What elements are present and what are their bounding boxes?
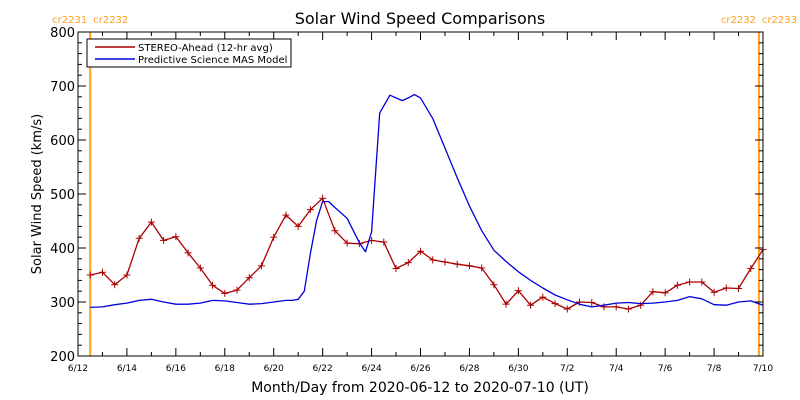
legend-label-stereo: STEREO-Ahead (12-hr avg)	[138, 43, 273, 54]
x-tick-label-10: 7/2	[560, 364, 574, 374]
x-tick-label-13: 7/8	[707, 364, 722, 374]
series-0-point-0	[86, 271, 94, 279]
series-line-1	[90, 93, 764, 309]
legend: STEREO-Ahead (12-hr avg) Predictive Scie…	[86, 38, 292, 68]
series-0-point-54	[747, 265, 755, 273]
series-0-point-53	[735, 285, 743, 292]
series-0-point-33	[490, 281, 498, 289]
x-axis-label: Month/Day from 2020-06-12 to 2020-07-10 …	[251, 380, 589, 396]
x-tick-label-1: 6/14	[117, 364, 137, 374]
series-0-point-11	[221, 289, 229, 297]
series-0-point-14	[257, 262, 265, 270]
series-0-point-45	[637, 301, 645, 309]
series-0-point-35	[514, 287, 522, 295]
x-tick-label-0: 6/12	[68, 364, 88, 374]
chart-title: Solar Wind Speed Comparisons	[295, 9, 546, 28]
series-0-point-50	[698, 278, 706, 286]
x-tick-label-3: 6/18	[215, 364, 235, 374]
series-0-point-10	[209, 281, 217, 289]
series-line-0	[90, 197, 764, 310]
x-tick-label-2: 6/16	[166, 364, 186, 374]
series-0-point-4	[135, 234, 143, 242]
series-0-point-24	[380, 238, 388, 246]
series-0-point-16	[282, 211, 290, 219]
series-0-point-32	[478, 264, 486, 272]
marker-right-label-0: cr2232	[93, 15, 128, 26]
series-0-point-12	[233, 286, 241, 294]
series-0-point-31	[465, 262, 473, 270]
series-0-point-15	[270, 233, 278, 241]
marker-left-label-1: cr2232	[721, 15, 756, 26]
series-0-point-42	[600, 303, 608, 311]
series-0-point-39	[563, 305, 571, 313]
marker-right-label-1: cr2233	[762, 15, 797, 26]
series-0-point-47	[661, 289, 669, 297]
plot-frame	[77, 31, 764, 357]
series-0-point-13	[245, 274, 253, 282]
series-0-point-37	[539, 293, 547, 301]
legend-label-model: Predictive Science MAS Model	[138, 55, 287, 66]
series-0-point-28	[429, 256, 437, 264]
y-tick-label-4: 600	[50, 134, 75, 149]
series-0-point-18	[306, 206, 314, 214]
series-0-point-17	[294, 222, 302, 230]
y-tick-label-3: 500	[50, 188, 75, 203]
series-0-point-30	[453, 260, 461, 268]
series-0-point-8	[184, 249, 192, 257]
series-0-point-3	[123, 271, 131, 279]
series-0-point-19	[319, 194, 327, 202]
series-0-point-9	[196, 264, 204, 272]
y-tick-label-1: 300	[50, 296, 75, 311]
series-0-point-21	[343, 239, 351, 247]
x-tick-label-9: 6/30	[508, 364, 528, 374]
series-layer	[86, 93, 767, 313]
series-0-point-29	[441, 258, 449, 266]
series-0-point-49	[686, 278, 694, 286]
x-tick-label-7: 6/26	[410, 364, 430, 374]
y-axis-label: Solar Wind Speed (km/s)	[30, 114, 45, 274]
series-0-point-46	[649, 288, 657, 296]
y-tick-label-6: 800	[50, 26, 75, 41]
series-0-point-26	[404, 259, 412, 267]
axes-layer: 200 300 400 500 600 700 800 6/12 6/14 6/16 6/18 6/2…	[50, 26, 773, 374]
series-0-point-51	[710, 288, 718, 296]
x-tick-label-14: 7/10	[753, 364, 773, 374]
marker-left-label-0: cr2231	[52, 15, 87, 26]
series-0-point-43	[612, 303, 620, 311]
x-tick-label-5: 6/22	[313, 364, 333, 374]
series-0-point-25	[392, 265, 400, 273]
series-0-point-2	[111, 281, 119, 289]
series-0-point-20	[331, 227, 339, 235]
legend-box	[86, 38, 292, 68]
series-0-point-34	[502, 300, 510, 308]
y-tick-label-0: 200	[50, 350, 75, 365]
x-tick-label-11: 7/4	[609, 364, 624, 374]
y-tick-label-2: 400	[50, 242, 75, 257]
x-tick-label-4: 6/20	[264, 364, 284, 374]
series-0-point-52	[722, 284, 730, 292]
series-0-point-41	[588, 299, 596, 307]
y-tick-label-5: 700	[50, 80, 75, 95]
x-tick-label-12: 7/6	[658, 364, 673, 374]
series-0-point-6	[160, 236, 168, 244]
series-0-point-44	[624, 305, 632, 313]
x-tick-label-6: 6/24	[361, 364, 381, 374]
series-0-point-38	[551, 300, 559, 308]
series-0-point-5	[147, 218, 155, 226]
series-0-point-7	[172, 233, 180, 241]
series-0-point-48	[673, 281, 681, 289]
series-0-point-36	[527, 301, 535, 309]
x-tick-label-8: 6/28	[459, 364, 479, 374]
series-0-point-1	[98, 268, 106, 276]
series-0-point-27	[417, 247, 424, 255]
